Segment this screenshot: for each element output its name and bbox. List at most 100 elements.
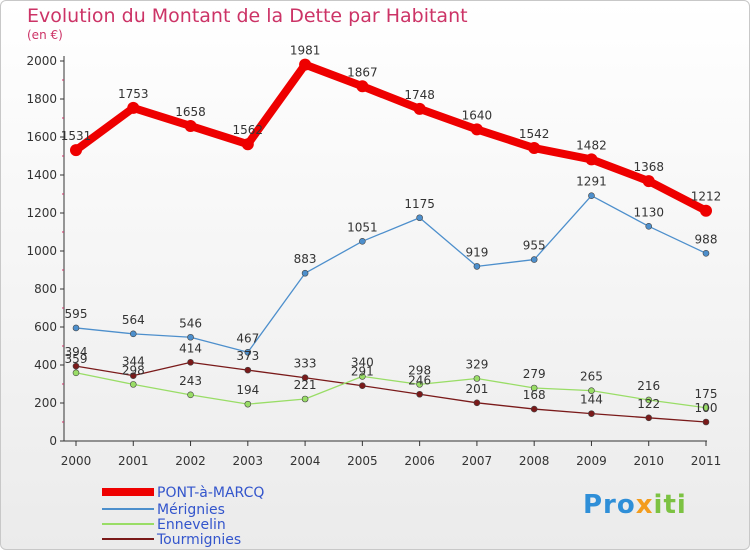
data-point <box>702 418 710 426</box>
data-point <box>588 387 595 394</box>
series-line-1 <box>75 195 707 353</box>
data-point <box>72 324 80 332</box>
data-label: 265 <box>580 370 603 384</box>
data-point <box>473 263 481 270</box>
data-point <box>244 348 252 356</box>
legend-label: Mérignies <box>157 502 225 518</box>
data-point <box>700 204 712 217</box>
x-tick-label: 2011 <box>691 454 722 468</box>
data-point <box>359 238 366 245</box>
data-label: 1981 <box>290 44 321 58</box>
data-label: 1051 <box>347 220 378 234</box>
y-tick-label: 1400 <box>26 168 57 182</box>
data-label: 291 <box>351 365 374 379</box>
data-label: 100 <box>695 401 718 415</box>
data-label: 1640 <box>462 108 493 122</box>
series-line-3 <box>75 361 707 423</box>
data-point <box>72 362 80 370</box>
data-label: 595 <box>65 307 88 321</box>
data-label: 1212 <box>691 190 722 204</box>
data-point <box>359 373 366 380</box>
chart-title: Evolution du Montant de la Dette par Hab… <box>27 5 468 27</box>
chart-subtitle: (en €) <box>27 28 63 42</box>
data-point <box>70 144 82 157</box>
y-tick-label: 1600 <box>26 130 57 144</box>
data-point <box>127 101 140 114</box>
y-tick-label: 0 <box>49 434 57 448</box>
data-label: 359 <box>65 352 88 366</box>
data-label: 333 <box>294 357 317 371</box>
data-label: 144 <box>580 393 603 407</box>
data-label: 546 <box>179 316 202 330</box>
data-label: 246 <box>408 373 431 387</box>
series-line-0 <box>72 60 710 215</box>
x-tick-label: 2004 <box>290 454 321 468</box>
data-label: 1291 <box>576 175 607 189</box>
data-label: 216 <box>637 379 660 393</box>
data-point <box>301 395 309 403</box>
data-point <box>416 390 423 398</box>
x-tick-label: 2005 <box>347 454 378 468</box>
x-tick-label: 2001 <box>118 454 149 468</box>
data-point <box>702 249 710 257</box>
data-point <box>645 223 653 230</box>
data-label: 1748 <box>404 88 435 102</box>
legend-label: Ennevelin <box>157 517 226 533</box>
data-point <box>187 391 194 399</box>
data-label: 1867 <box>347 65 378 79</box>
data-point <box>470 123 483 136</box>
data-label: 344 <box>122 355 145 369</box>
data-point <box>299 58 312 71</box>
data-label: 340 <box>351 355 374 369</box>
data-label: 194 <box>236 383 259 397</box>
x-tick-label: 2006 <box>404 454 435 468</box>
data-label: 243 <box>179 374 202 388</box>
data-label: 883 <box>294 252 317 266</box>
data-point <box>184 119 197 132</box>
data-point <box>416 214 423 222</box>
x-tick-label: 2002 <box>175 454 206 468</box>
data-point <box>588 192 595 200</box>
data-label: 1562 <box>233 123 264 137</box>
data-point <box>301 374 309 382</box>
x-tick-label: 2009 <box>576 454 607 468</box>
y-tick-label: 600 <box>34 320 57 334</box>
data-point <box>129 372 137 379</box>
data-point <box>645 414 653 422</box>
data-label: 1658 <box>175 105 206 119</box>
data-label: 279 <box>523 367 546 381</box>
data-point <box>356 80 369 93</box>
data-label: 373 <box>236 349 259 363</box>
x-tick-label: 2008 <box>519 454 550 468</box>
data-label: 1130 <box>633 205 664 219</box>
data-label: 1368 <box>633 160 664 174</box>
series-line-2 <box>75 372 707 409</box>
data-point <box>473 375 481 382</box>
y-tick-label: 1200 <box>26 206 57 220</box>
data-point <box>642 175 655 188</box>
data-point <box>187 359 194 366</box>
data-point <box>301 269 309 277</box>
data-point <box>129 330 137 338</box>
data-point <box>244 400 252 408</box>
data-point <box>187 333 194 341</box>
data-point <box>530 405 538 413</box>
data-label: 1753 <box>118 87 149 101</box>
data-point <box>129 381 137 388</box>
data-label: 298 <box>122 363 145 377</box>
data-point <box>413 102 426 115</box>
legend-label: PONT-à-MARCQ <box>157 485 264 501</box>
x-tick-label: 2003 <box>233 454 264 468</box>
data-label: 564 <box>122 313 145 327</box>
data-point <box>530 384 538 392</box>
data-point <box>585 153 598 166</box>
data-label: 467 <box>236 331 259 345</box>
data-label: 414 <box>179 341 202 355</box>
y-tick-label: 1800 <box>26 92 57 106</box>
data-label: 175 <box>695 387 718 401</box>
y-tick-label: 400 <box>34 358 57 372</box>
x-tick-label: 2010 <box>633 454 664 468</box>
data-point <box>588 410 595 417</box>
y-tick-label: 800 <box>34 282 57 296</box>
